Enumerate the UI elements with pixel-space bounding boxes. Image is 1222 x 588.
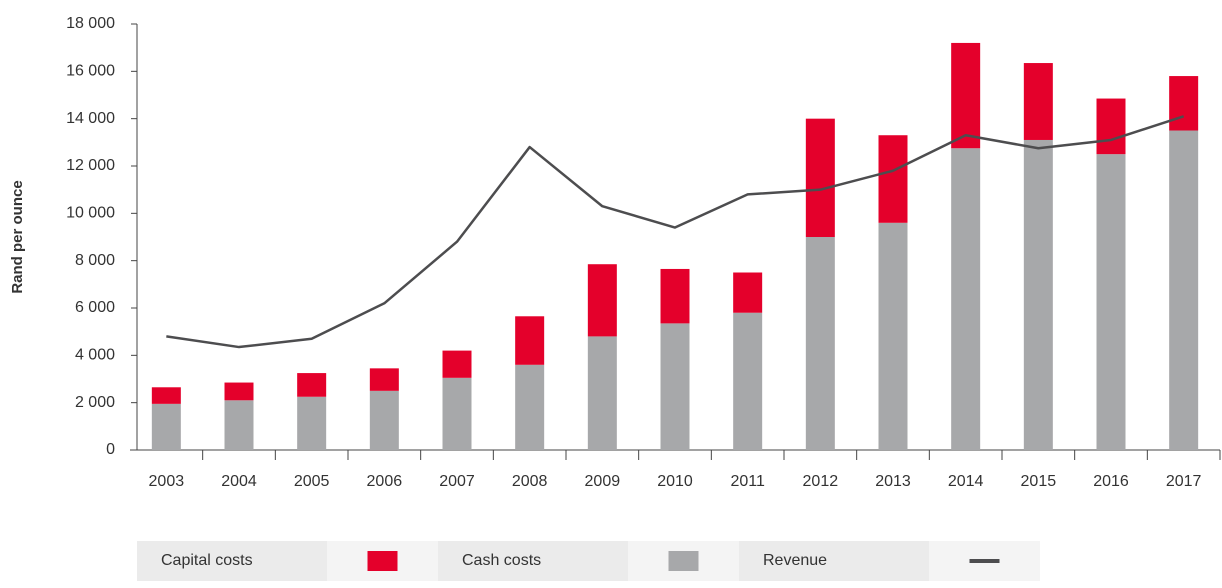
x-tick-label: 2017 xyxy=(1166,473,1202,490)
bar xyxy=(297,373,327,397)
bar xyxy=(224,382,254,401)
bar xyxy=(442,350,472,378)
x-tick-label: 2004 xyxy=(221,473,257,490)
bar xyxy=(1023,63,1053,140)
bar xyxy=(369,390,399,450)
bar xyxy=(369,368,399,391)
x-tick-label: 2010 xyxy=(657,473,693,490)
y-tick-label: 6 000 xyxy=(75,299,115,316)
y-tick-label: 2 000 xyxy=(75,394,115,411)
bar xyxy=(587,264,617,337)
bar xyxy=(587,336,617,450)
x-tick-label: 2013 xyxy=(875,473,911,490)
bar xyxy=(1023,139,1053,450)
bar xyxy=(805,118,835,237)
y-tick-label: 10 000 xyxy=(66,205,115,222)
legend-swatch xyxy=(367,551,398,571)
x-tick-label: 2003 xyxy=(149,473,185,490)
bar xyxy=(442,377,472,450)
line xyxy=(166,115,1185,349)
bar xyxy=(878,135,908,223)
x-tick-label: 2015 xyxy=(1021,473,1057,490)
bar xyxy=(1169,76,1199,131)
y-tick-label: 14 000 xyxy=(66,110,115,127)
bar xyxy=(224,400,254,450)
bar xyxy=(1096,154,1126,450)
x-tick-label: 2011 xyxy=(730,473,765,490)
bar xyxy=(733,272,763,313)
bar xyxy=(660,268,690,324)
x-tick-label: 2007 xyxy=(439,473,475,490)
y-tick-label: 12 000 xyxy=(66,157,115,174)
bar xyxy=(515,364,545,450)
bar xyxy=(515,316,545,365)
bar xyxy=(951,42,981,149)
x-tick-label: 2008 xyxy=(512,473,548,490)
legend-label: Capital costs xyxy=(161,552,253,569)
bar xyxy=(1169,130,1199,450)
legend-label: Cash costs xyxy=(462,552,541,569)
bar xyxy=(733,312,763,450)
bar xyxy=(660,323,690,450)
x-tick-label: 2009 xyxy=(585,473,621,490)
x-tick-label: 2016 xyxy=(1093,473,1129,490)
legend-cell xyxy=(137,541,327,581)
x-tick-label: 2012 xyxy=(803,473,839,490)
y-axis-label: Rand per ounce xyxy=(9,180,26,293)
y-tick-label: 0 xyxy=(106,441,115,458)
legend-label: Revenue xyxy=(763,552,827,569)
x-tick-label: 2005 xyxy=(294,473,330,490)
legend-swatch xyxy=(668,551,699,571)
y-tick-label: 16 000 xyxy=(66,63,115,80)
bar xyxy=(951,148,981,450)
bar xyxy=(878,222,908,450)
bar xyxy=(151,387,181,404)
bar xyxy=(1096,98,1126,155)
x-tick-label: 2014 xyxy=(948,473,984,490)
legend-cell xyxy=(739,541,929,581)
bar xyxy=(151,403,181,450)
bar xyxy=(805,237,835,450)
bar xyxy=(297,396,327,450)
y-tick-label: 8 000 xyxy=(75,252,115,269)
y-tick-label: 18 000 xyxy=(66,15,115,32)
legend-cell xyxy=(438,541,628,581)
y-tick-label: 4 000 xyxy=(75,347,115,364)
x-tick-label: 2006 xyxy=(367,473,403,490)
